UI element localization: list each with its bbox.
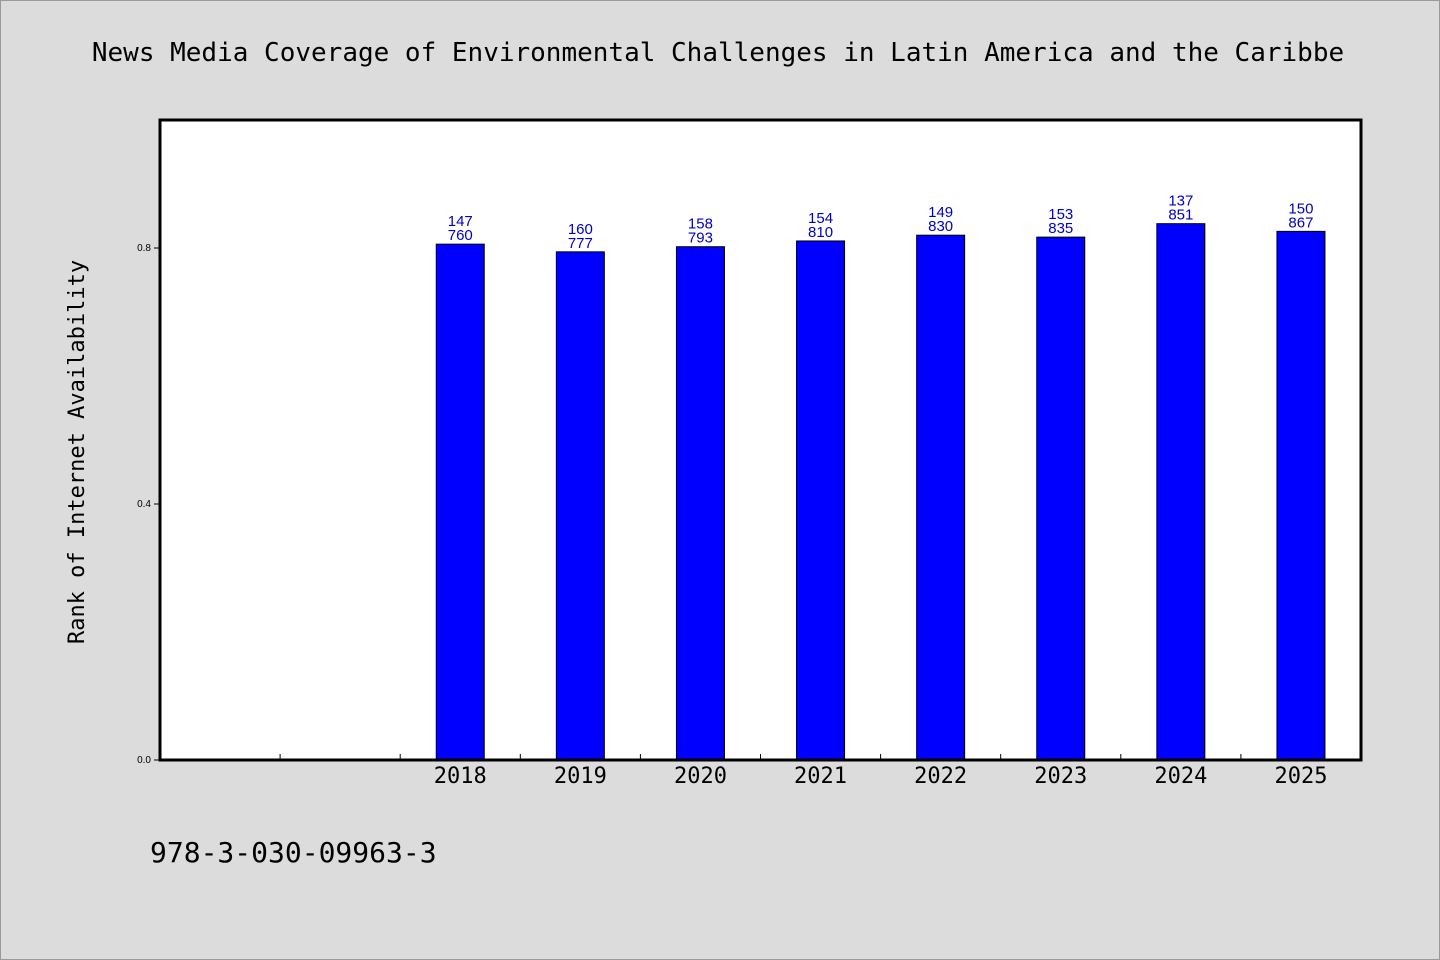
data-label-bottom: 760 bbox=[448, 227, 473, 244]
y-axis: 0.0 0.4 0.8 bbox=[137, 243, 160, 766]
x-tick-label: 2023 bbox=[1034, 764, 1087, 789]
y-tick-label: 0.4 bbox=[137, 499, 151, 510]
bar-2018 bbox=[435, 243, 485, 761]
data-label-bottom: 777 bbox=[568, 235, 593, 252]
bar-2020 bbox=[675, 246, 725, 761]
data-label-bottom: 810 bbox=[808, 224, 833, 241]
data-label-top: 158 bbox=[688, 216, 713, 233]
data-label-top: 154 bbox=[808, 210, 833, 227]
bar-2025 bbox=[1276, 230, 1326, 761]
x-tick-label: 2024 bbox=[1154, 764, 1207, 789]
footer-isbn: 978-3-030-09963-3 bbox=[150, 836, 437, 869]
chart-title: News Media Coverage of Environmental Cha… bbox=[92, 38, 1344, 68]
x-tick-label: 2020 bbox=[674, 764, 727, 789]
bar-2021 bbox=[796, 240, 846, 761]
data-label-top: 149 bbox=[928, 204, 953, 221]
x-tick-label: 2022 bbox=[914, 764, 967, 789]
bar-2022 bbox=[916, 234, 966, 761]
x-tick-label: 2021 bbox=[794, 764, 847, 789]
data-label-bottom: 851 bbox=[1168, 207, 1193, 224]
data-label-top: 147 bbox=[448, 213, 473, 230]
x-axis: 2018 2019 2020 2021 2022 2023 2024 2025 bbox=[279, 754, 1327, 789]
data-label-bottom: 793 bbox=[688, 230, 713, 247]
data-label-bottom: 830 bbox=[928, 218, 953, 235]
data-label-bottom: 867 bbox=[1288, 214, 1313, 231]
data-label-top: 137 bbox=[1168, 193, 1193, 210]
x-tick-label: 2025 bbox=[1274, 764, 1327, 789]
x-tick-label: 2018 bbox=[434, 764, 487, 789]
x-tick-label: 2019 bbox=[554, 764, 607, 789]
bar-2019 bbox=[555, 251, 605, 761]
bar-2023 bbox=[1036, 236, 1086, 761]
y-axis-label: Rank of Internet Availability bbox=[65, 260, 90, 644]
data-label-bottom: 835 bbox=[1048, 220, 1073, 237]
data-label-top: 153 bbox=[1048, 206, 1073, 223]
data-label-top: 150 bbox=[1288, 200, 1313, 217]
bars-layer bbox=[435, 223, 1326, 761]
y-tick-label: 0.0 bbox=[137, 755, 151, 766]
y-tick-label: 0.8 bbox=[137, 243, 151, 254]
data-label-top: 160 bbox=[568, 221, 593, 238]
bar-2024 bbox=[1156, 223, 1206, 761]
